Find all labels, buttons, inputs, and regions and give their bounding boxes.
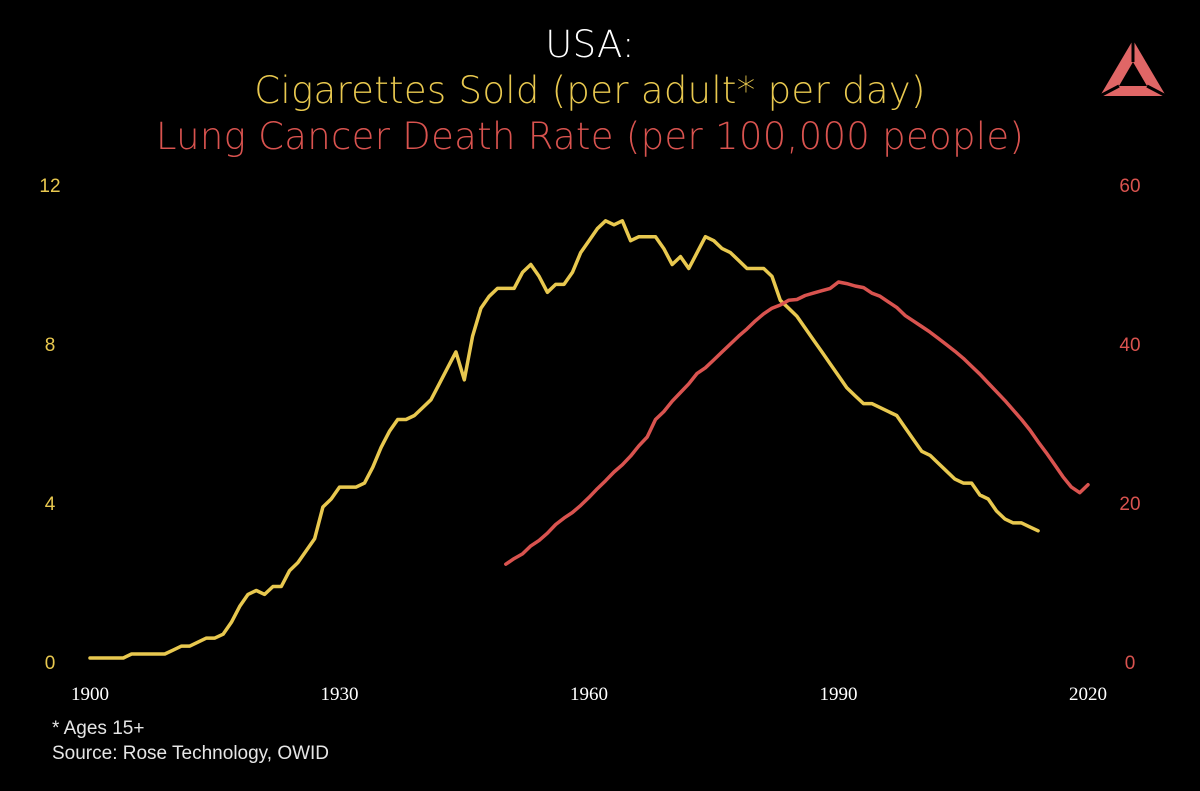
chart-title-block: USA: Cigarettes Sold (per adult* per day…: [0, 22, 1180, 160]
triangle-logo-icon: [1099, 40, 1167, 98]
footnote-source: Source: Rose Technology, OWID: [52, 743, 330, 764]
y-left-tick-label: 8: [45, 335, 56, 356]
chart-title: USA:: [545, 23, 635, 66]
y-right-tick-label: 0: [1125, 653, 1136, 674]
footnote: * Ages 15+ Source: Rose Technology, OWID: [52, 716, 329, 766]
lung-cancer-series-line: [504, 280, 1090, 566]
x-tick-label: 2020: [1069, 684, 1107, 705]
y-left-tick-label: 0: [45, 653, 56, 674]
footnote-note: * Ages 15+: [52, 718, 145, 739]
y-left-tick-label: 12: [39, 176, 60, 197]
cigarettes-series-line: [88, 219, 1040, 660]
x-tick-label: 1990: [820, 684, 858, 705]
y-left-tick-label: 4: [45, 494, 56, 515]
x-tick-label: 1930: [321, 684, 359, 705]
y-right-tick-label: 60: [1119, 176, 1140, 197]
x-tick-label: 1900: [71, 684, 109, 705]
y-right-tick-label: 20: [1119, 494, 1140, 515]
lung-cancer-series-title: Lung Cancer Death Rate (per 100,000 peop…: [155, 115, 1025, 158]
y-right-tick-label: 40: [1119, 335, 1140, 356]
x-tick-label: 1960: [570, 684, 608, 705]
cigarettes-series-title: Cigarettes Sold (per adult* per day): [254, 69, 926, 112]
